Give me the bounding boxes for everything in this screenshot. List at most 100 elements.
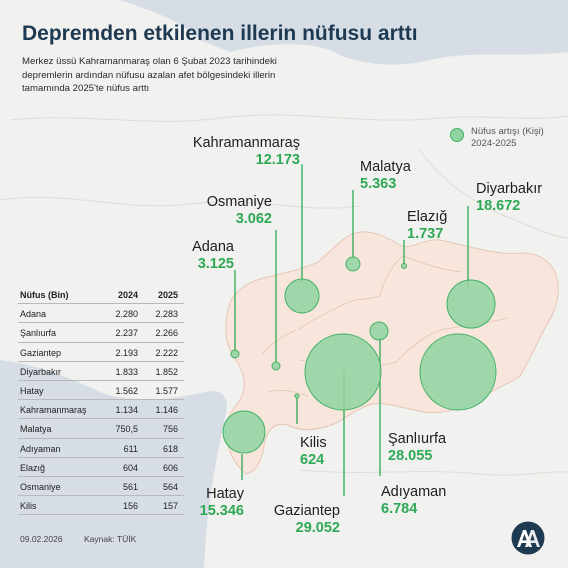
bubble-diyarbakir (446, 279, 496, 329)
table-cell: 618 (162, 443, 178, 454)
city-increase: 18.672 (476, 197, 521, 214)
table-row: Adana 2.280 2.283 (18, 304, 184, 324)
table-cell: 2.193 (115, 347, 138, 358)
city-increase: 29.052 (295, 519, 340, 536)
bubble-adiyaman (369, 321, 389, 341)
page-subtitle: Merkez üssü Kahramanmaraş olan 6 Şubat 2… (22, 56, 277, 95)
table-cell: Kilis (20, 501, 37, 512)
city-name: Adıyaman (381, 484, 447, 500)
table-header-cell: 2025 (157, 290, 178, 300)
table-row: Gaziantep 2.193 2.222 (18, 343, 184, 362)
city-name: Malatya (360, 159, 411, 175)
table-row: Malatya 750,5 756 (18, 419, 184, 439)
city-name: Diyarbakır (476, 181, 543, 197)
table-cell: 756 (162, 424, 178, 435)
population-table: Nüfus (Bin) 2024 2025 Adana 2.280 2.283 … (18, 285, 184, 516)
table-cell: 2.283 (155, 309, 178, 320)
aa-logo-icon (511, 521, 545, 555)
bubble-kahramanmaras (284, 278, 320, 314)
table-cell: Gaziantep (20, 347, 62, 358)
table-cell: 1.833 (115, 366, 138, 377)
city-increase: 28.055 (388, 447, 433, 464)
city-increase: 3.125 (197, 255, 234, 272)
city-label-kilis: Kilis 624 (300, 436, 327, 467)
table-cell: 564 (162, 481, 178, 492)
table-cell: 2.280 (115, 309, 138, 320)
bubble-hatay (222, 410, 266, 454)
table-cell: 1.852 (155, 366, 178, 377)
legend-label-line1: Nüfus artışı (Kişi) (471, 126, 544, 137)
city-label-gaziantep: Gaziantep 29.052 (274, 504, 340, 535)
table-cell: Kahramanmaraş (20, 405, 87, 416)
bubble-osmaniye (271, 361, 281, 371)
table-cell: Adana (20, 309, 47, 320)
city-label-kahramanmaras: Kahramanmaraş 12.173 (193, 136, 300, 167)
bubble-adana (230, 349, 240, 359)
legend-label-line2: 2024-2025 (471, 138, 517, 149)
table-cell: 2.237 (115, 328, 138, 339)
city-increase: 5.363 (360, 175, 397, 192)
city-name: Kilis (300, 435, 327, 451)
table-row: Adıyaman 611 618 (18, 439, 184, 458)
table-cell: 611 (123, 443, 138, 454)
city-label-diyarbakir: Diyarbakır 18.672 (476, 182, 542, 213)
table-cell: 1.577 (155, 385, 178, 396)
table-cell: Hatay (20, 385, 44, 396)
table-cell: 157 (162, 501, 178, 512)
table-row: Diyarbakır 1.833 1.852 (18, 362, 184, 381)
city-label-adiyaman: Adıyaman 6.784 (381, 485, 446, 516)
city-name: Adana (192, 239, 234, 255)
table-cell: 1.562 (115, 385, 138, 396)
table-row: Şanlıurfa 2.237 2.266 (18, 323, 184, 343)
table-cell: Diyarbakır (20, 366, 62, 377)
city-name: Elazığ (407, 209, 448, 225)
table-cell: 604 (122, 462, 138, 473)
table-row: Elazığ 604 606 (18, 458, 184, 477)
city-increase: 3.062 (235, 210, 272, 227)
table-row: Kilis 156 157 (18, 496, 184, 516)
table-cell: Elazığ (20, 462, 46, 473)
bubble-elazig (401, 263, 407, 269)
table-header-cell: Nüfus (Bin) (20, 290, 69, 300)
table-cell: Osmaniye (20, 481, 61, 492)
table-row: Kahramanmaraş 1.134 1.146 (18, 400, 184, 420)
city-increase: 6.784 (381, 500, 418, 517)
city-name: Hatay (206, 486, 244, 502)
city-label-malatya: Malatya 5.363 (360, 160, 411, 191)
city-label-adana: Adana 3.125 (192, 240, 234, 271)
table-cell: 1.146 (155, 405, 178, 416)
black-sea-shape (120, 0, 568, 65)
publish-date: 09.02.2026 (20, 534, 63, 544)
table-row: Hatay 1.562 1.577 (18, 381, 184, 401)
bubble-sanliurfa (419, 333, 497, 411)
table-header-row: Nüfus (Bin) 2024 2025 (18, 285, 184, 305)
leader-lines (234, 164, 469, 496)
table-cell: Malatya (20, 424, 52, 435)
table-cell: 156 (122, 501, 138, 512)
bubble-malatya (345, 256, 361, 272)
bubbles (222, 256, 497, 454)
city-label-hatay: Hatay 15.346 (200, 487, 244, 518)
city-increase: 624 (300, 451, 325, 468)
city-increase: 12.173 (255, 151, 300, 168)
terrain-lines (0, 114, 568, 476)
table-cell: 750,5 (115, 424, 138, 435)
table-cell: 2.266 (155, 328, 178, 339)
mediterranean-sea-shape (0, 360, 228, 568)
table-cell: 606 (162, 462, 178, 473)
table-cell: 1.134 (115, 405, 138, 416)
city-label-osmaniye: Osmaniye 3.062 (207, 195, 272, 226)
table-header-cell: 2024 (117, 290, 138, 300)
page-title: Depremden etkilenen illerin nüfusu arttı (22, 22, 418, 45)
city-name: Osmaniye (206, 194, 272, 210)
legend-label: Nüfus artışı (Kişi) 2024-2025 (471, 126, 568, 150)
table-cell: Adıyaman (20, 443, 61, 454)
city-label-elazig: Elazığ 1.737 (407, 210, 447, 241)
city-name: Şanlıurfa (388, 431, 447, 447)
city-increase: 1.737 (407, 225, 444, 242)
city-label-sanliurfa: Şanlıurfa 28.055 (388, 432, 446, 463)
table-cell: 2.222 (155, 347, 178, 358)
bubble-kilis (294, 393, 300, 399)
source-note: Kaynak: TÜİK (84, 534, 137, 544)
